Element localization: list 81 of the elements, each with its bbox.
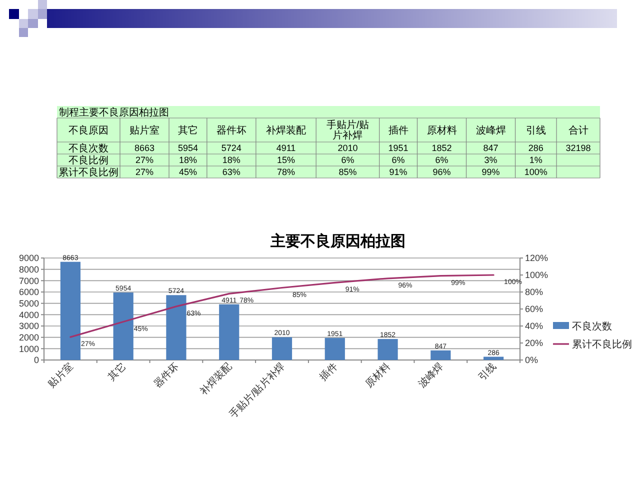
text: 1% [529,155,542,166]
category-label: 不良比例 [68,156,108,166]
y2-tick-label: 100% [525,270,548,280]
bar [484,356,504,360]
bar [324,338,345,360]
text: 15% [277,155,296,166]
y2-tick-label: 60% [525,304,544,314]
x-tick-label: 波峰焊 [416,360,446,390]
y-tick-label: 4000 [18,310,39,320]
text: 85% [338,167,357,178]
y-tick-label: 1000 [18,344,39,354]
category-label: 波峰焊 [476,124,506,136]
x-tick-label: 器件坏 [152,360,182,390]
text: 96% [432,167,451,178]
text: 3% [484,155,498,166]
text: 6% [392,155,405,166]
bar [60,262,80,360]
bar [430,350,451,360]
text: 91% [389,167,408,178]
category-label: 原材料 [426,124,457,136]
y-tick-label: 6000 [18,287,39,298]
bar [166,295,186,360]
legend-label: 不良次数 [572,320,612,332]
category-label: 插件 [388,124,408,136]
text: 6% [341,155,354,166]
text: 18% [222,155,240,166]
text: 2010 [338,143,358,154]
y-tick-label: 3000 [18,321,39,332]
y2-tick-label: 80% [525,287,544,298]
y2-tick-label: 0% [525,355,538,366]
category-label: 补焊装配 [266,124,306,136]
text: 5724 [221,143,242,154]
y-tick-label: 8000 [18,264,39,275]
text: 18% [178,155,197,166]
legend-label: 累计不良比例 [572,338,632,350]
category-label: 其它 [178,124,198,136]
x-tick-label: 引线 [476,360,499,384]
chart-title: 主要不良原因柏拉图 [270,232,406,250]
category-label: 贴片室 [130,124,160,136]
category-label: 器件坏 [216,124,246,136]
x-tick-label: 贴片室 [46,360,76,390]
text: 100% [524,167,548,178]
y2-tick-label: 20% [525,338,544,348]
text: 制程主要不良原因柏拉图 [59,106,169,118]
text: 63% [222,167,240,178]
category-label: 合计 [568,124,588,136]
text: 6% [435,155,448,166]
text: 1852 [432,143,452,154]
x-tick-label: 插件 [317,360,340,384]
y2-tick-label: 120% [525,253,548,264]
bar [272,337,292,360]
category-label: 累计不良比例 [58,168,118,178]
text: 99% [482,167,500,178]
text: 27% [136,155,154,166]
text: 847 [483,143,498,154]
bar [378,339,398,360]
y2-tick-label: 40% [525,321,544,332]
y-tick-label: 0 [34,355,39,366]
text: 78% [277,167,296,178]
x-tick-label: 补焊装配 [197,360,234,398]
y-tick-label: 7000 [18,276,39,286]
bar [113,292,134,360]
text: 27% [136,167,154,178]
x-tick-label: 其它 [106,360,128,384]
y-tick-label: 2000 [18,332,39,343]
text: 286 [528,143,544,154]
category-label: 引线 [526,124,546,136]
text: 不良原因 [68,124,108,136]
category-label: 不良次数 [68,144,108,154]
x-tick-label: 原材料 [363,360,393,390]
text: 1951 [388,143,408,154]
text: 45% [178,167,197,178]
line-series [70,274,494,338]
y-tick-label: 5000 [18,298,39,309]
text: 5954 [178,143,198,154]
text: 4911 [276,143,296,154]
bar [219,304,240,360]
text: 32198 [566,143,591,154]
category-label: 手贴片/贴片补焊 [326,119,370,142]
text: 8663 [134,143,155,154]
y-tick-label: 9000 [18,253,39,264]
